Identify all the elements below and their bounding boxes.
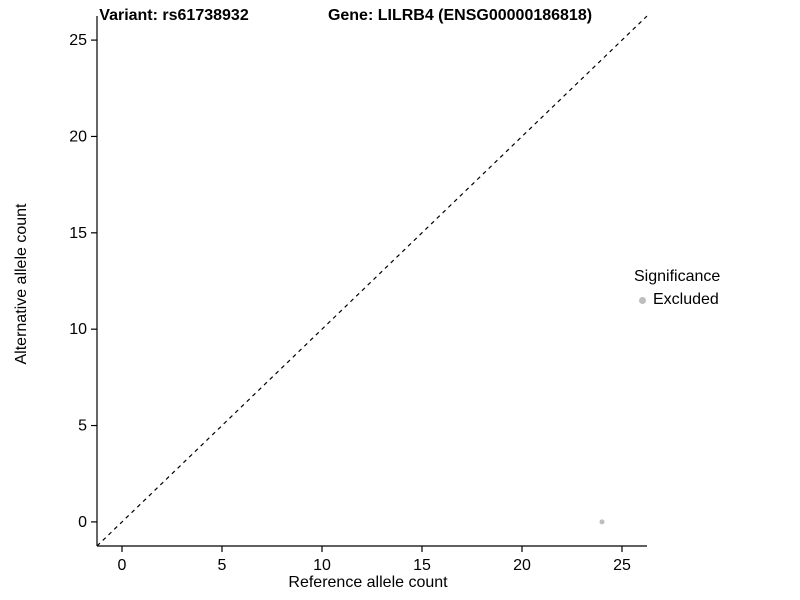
y-tick-label: 10 (69, 321, 87, 338)
x-tick-label: 25 (613, 557, 631, 574)
x-tick-label: 10 (313, 557, 331, 574)
y-tick-label: 15 (69, 225, 87, 242)
identity-reference-line (96, 15, 648, 547)
y-tick-label: 0 (78, 514, 87, 531)
x-axis-title: Reference allele count (288, 574, 448, 591)
x-tick-label: 20 (513, 557, 531, 574)
x-tick-label: 0 (118, 557, 127, 574)
x-tick-label: 5 (218, 557, 227, 574)
legend-title: Significance (634, 268, 721, 285)
y-tick-label: 25 (69, 32, 87, 49)
gene-title: Gene: LILRB4 (ENSG00000186818) (327, 7, 593, 24)
y-axis-title: Alternative allele count (13, 203, 30, 365)
data-point (599, 519, 605, 525)
legend-entry-excluded: Excluded (634, 291, 720, 309)
x-tick-label: 15 (413, 557, 431, 574)
variant-title: Variant: rs61738932 (99, 7, 249, 24)
legend-entry-label: Excluded (653, 291, 719, 308)
legend: Significance Excluded (634, 268, 720, 309)
y-tick-label: 5 (78, 418, 87, 435)
legend-key-dot (639, 296, 646, 304)
y-tick-label: 20 (69, 128, 87, 145)
